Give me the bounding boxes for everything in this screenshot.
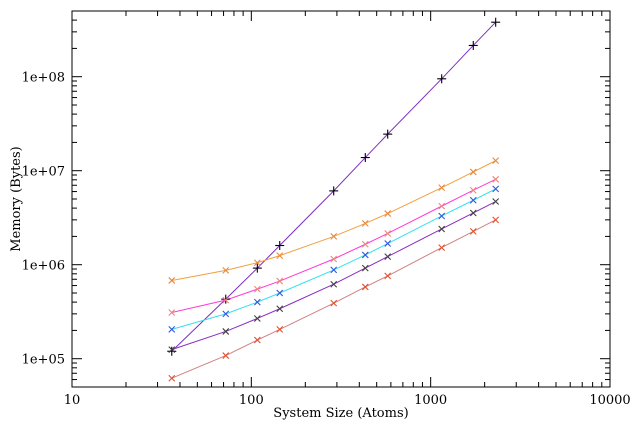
data-point <box>491 17 501 27</box>
data-point <box>168 374 176 382</box>
data-point <box>384 240 392 247</box>
data-point <box>469 228 477 235</box>
data-point <box>361 240 369 248</box>
data-point <box>492 216 500 224</box>
data-point <box>276 277 284 285</box>
series-line-5 <box>171 201 496 351</box>
data-point <box>361 220 369 227</box>
data-point <box>330 266 338 274</box>
data-point <box>469 186 477 194</box>
x-tick-label: 1000 <box>414 393 447 408</box>
tick-labels: 10 100 1000 10000 1e+05 1e+06 1e+07 1e+08 <box>22 71 631 408</box>
data-point <box>222 352 230 359</box>
data-point <box>492 175 500 183</box>
data-point <box>329 186 339 196</box>
data-point <box>492 198 500 205</box>
data-point <box>384 272 392 280</box>
data-point <box>361 251 369 259</box>
data-point <box>469 196 477 204</box>
data-point <box>469 209 477 217</box>
data-point <box>276 305 284 313</box>
y-tick-label: 1e+08 <box>22 71 65 86</box>
data-point <box>253 315 261 322</box>
data-point <box>492 185 500 193</box>
data-point <box>438 225 446 233</box>
data-point <box>222 328 230 335</box>
series-line-4 <box>171 188 496 330</box>
data-point <box>222 296 230 304</box>
data-point <box>253 285 261 293</box>
y-axis-label: Memory (Bytes) <box>9 146 24 251</box>
data-point <box>168 346 176 353</box>
data-point <box>276 326 284 333</box>
data-point <box>221 294 231 304</box>
data-point <box>361 264 369 272</box>
y-tick-label: 1e+07 <box>22 165 65 180</box>
data-point <box>469 168 477 176</box>
data-point <box>253 259 261 267</box>
data-point <box>384 230 392 237</box>
series-line-6 <box>171 219 496 379</box>
data-point <box>438 184 446 192</box>
x-tick-label: 100 <box>239 393 264 408</box>
axis-ticks <box>71 10 610 388</box>
data-point <box>276 252 284 259</box>
marker-layer <box>167 17 501 382</box>
data-point <box>468 40 478 50</box>
data-point <box>330 233 338 240</box>
y-tick-label: 1e+06 <box>22 259 65 274</box>
data-point <box>222 310 230 318</box>
data-point <box>384 253 392 260</box>
data-point <box>222 266 230 274</box>
data-point <box>275 241 285 251</box>
series-line-2 <box>171 160 496 281</box>
series-layer <box>171 21 497 379</box>
data-point <box>252 263 262 273</box>
data-point <box>437 74 447 84</box>
data-point <box>330 299 338 307</box>
data-point <box>168 277 176 284</box>
data-point <box>438 244 446 251</box>
data-point <box>330 255 338 263</box>
data-point <box>330 280 338 288</box>
data-point <box>438 202 446 210</box>
data-point <box>253 298 261 306</box>
data-point <box>167 346 177 356</box>
data-point <box>168 326 176 333</box>
data-point <box>276 289 284 297</box>
data-point <box>361 283 369 291</box>
x-tick-label: 10 <box>64 393 81 408</box>
plot-frame <box>71 10 611 388</box>
series-line-1 <box>171 21 497 352</box>
x-axis-label: System Size (Atoms) <box>273 406 408 421</box>
data-point <box>168 309 176 316</box>
data-point <box>438 212 446 220</box>
series-line-3 <box>171 178 496 314</box>
data-point <box>253 336 261 344</box>
data-point <box>492 157 500 165</box>
x-tick-label: 10000 <box>589 393 630 408</box>
data-point <box>383 129 393 139</box>
data-point <box>384 210 392 217</box>
data-point <box>360 153 370 163</box>
y-tick-label: 1e+05 <box>22 353 65 368</box>
